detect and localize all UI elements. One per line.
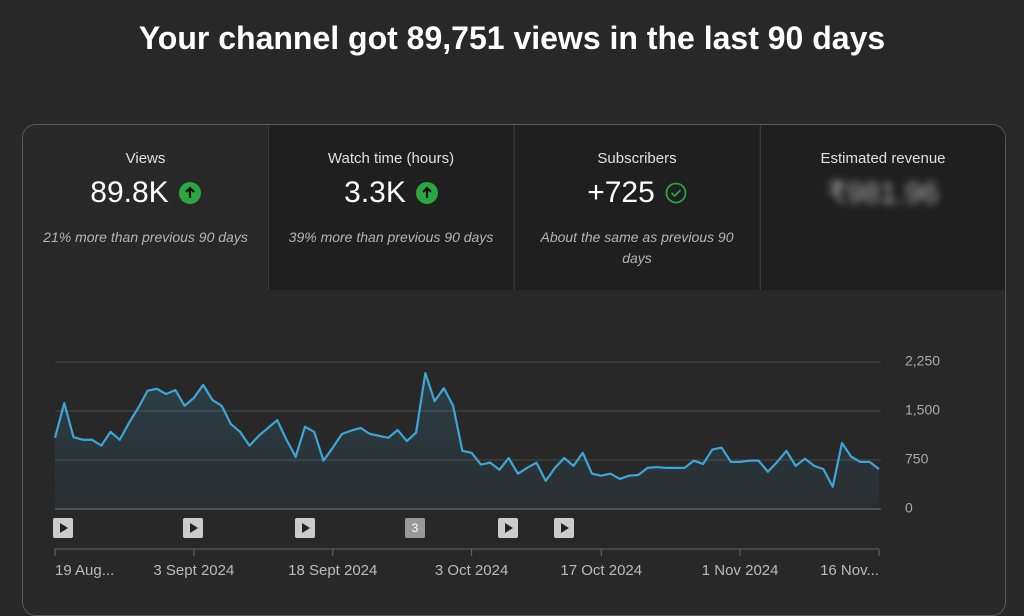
card-value-row: 3.3K [269,176,513,209]
page: {"header": {"title": "Your channel got 8… [22,20,1006,616]
card-value-row: 89.8K [23,176,268,209]
card-value: 89.8K [90,176,169,209]
video-markers: 3 [53,518,574,538]
x-tick-label: 19 Aug... [55,562,114,579]
card-label: Subscribers [597,150,677,167]
y-tick-label: 1,500 [905,402,940,418]
card-value: +725 [587,176,655,209]
analytics-panel: Views 89.8K 21% more than previous 90 da… [22,124,1006,616]
y-tick-label: 0 [905,500,913,516]
x-tick-label: 18 Sept 2024 [288,562,377,579]
card-label: Estimated revenue [820,150,946,167]
up-icon [178,182,201,204]
x-tick-label: 3 Oct 2024 [435,562,508,579]
y-tick-label: 750 [905,451,929,467]
line [53,372,880,488]
metric-card[interactable]: Subscribers +725 About the same as previ… [514,125,759,290]
video-marker[interactable] [405,518,425,538]
metric-card[interactable]: Views 89.8K 21% more than previous 90 da… [23,125,268,290]
card-value: 3.3K [344,176,406,209]
x-tick-label: 16 Nov... [820,562,879,579]
x-tick-label: 17 Oct 2024 [560,562,642,579]
card-label: Watch time (hours) [327,150,455,167]
card-value-row: ₹981.96 [761,176,1005,210]
up-icon [415,182,438,204]
page-title: Your channel got 89,751 views in the las… [138,20,886,56]
x-tick-label: 3 Sept 2024 [153,562,234,579]
card-note: 21% more than previous 90 days [43,229,248,245]
card-value: ₹981.96 [827,176,939,210]
chart: 3 0 750 1,500 2,250 19 Aug... 3 Sept 2024 18 S… [53,353,940,579]
card-value-row: +725 [515,176,759,209]
area [55,373,879,509]
metric-card[interactable]: Watch time (hours) 3.3K 39% more than pr… [268,125,513,290]
card-note: About the same as previous 90 days [540,229,734,266]
card-label: Views [125,150,166,167]
video-marker-count: 3 [412,521,419,535]
card-note: 39% more than previous 90 days [288,229,494,245]
metric-card[interactable]: Estimated revenue ₹981.96 [760,125,1005,290]
x-tick-label: 1 Nov 2024 [702,562,779,579]
check-icon [665,182,687,204]
y-tick-label: 2,250 [905,353,940,369]
